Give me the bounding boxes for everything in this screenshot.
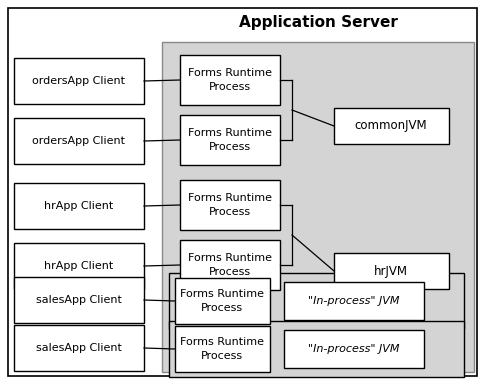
Text: Forms Runtime
Process: Forms Runtime Process [188,128,272,152]
Text: ordersApp Client: ordersApp Client [32,76,125,86]
Text: Forms Runtime
Process: Forms Runtime Process [180,338,263,361]
FancyBboxPatch shape [175,278,270,324]
FancyBboxPatch shape [168,321,463,377]
Text: Forms Runtime
Process: Forms Runtime Process [188,68,272,92]
FancyBboxPatch shape [14,277,144,323]
FancyBboxPatch shape [168,273,463,329]
FancyBboxPatch shape [14,243,144,289]
Text: Forms Runtime
Process: Forms Runtime Process [188,253,272,276]
FancyBboxPatch shape [333,253,448,289]
FancyBboxPatch shape [284,330,423,368]
Text: Forms Runtime
Process: Forms Runtime Process [188,194,272,217]
FancyBboxPatch shape [162,42,473,372]
Text: Forms Runtime
Process: Forms Runtime Process [180,290,263,313]
Text: Application Server: Application Server [238,15,396,30]
Text: hrApp Client: hrApp Client [44,201,113,211]
Text: "In-process" JVM: "In-process" JVM [308,296,399,306]
FancyBboxPatch shape [180,180,279,230]
Text: hrApp Client: hrApp Client [44,261,113,271]
FancyBboxPatch shape [180,55,279,105]
FancyBboxPatch shape [14,183,144,229]
FancyBboxPatch shape [8,8,476,376]
Text: ordersApp Client: ordersApp Client [32,136,125,146]
Text: salesApp Client: salesApp Client [36,343,121,353]
Text: salesApp Client: salesApp Client [36,295,121,305]
FancyBboxPatch shape [284,282,423,320]
FancyBboxPatch shape [333,108,448,144]
FancyBboxPatch shape [180,240,279,290]
Text: commonJVM: commonJVM [354,119,426,132]
Text: "In-process" JVM: "In-process" JVM [308,344,399,354]
FancyBboxPatch shape [14,58,144,104]
FancyBboxPatch shape [175,326,270,372]
FancyBboxPatch shape [14,118,144,164]
FancyBboxPatch shape [14,325,144,371]
Text: hrJVM: hrJVM [373,265,407,278]
FancyBboxPatch shape [180,115,279,165]
